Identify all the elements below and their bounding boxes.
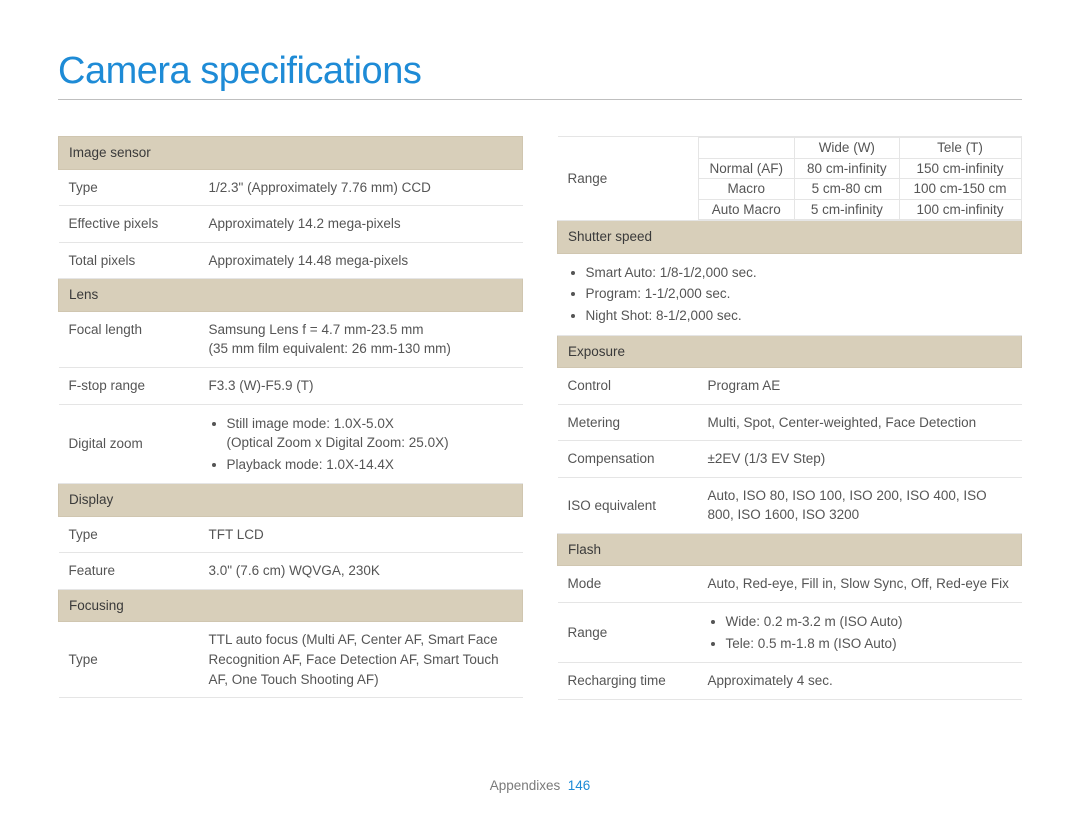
row-label: Range [558,603,698,663]
row-value: TTL auto focus (Multi AF, Center AF, Sma… [199,622,523,698]
row-value: Approximately 14.2 mega-pixels [199,206,523,243]
row-label: Type [59,516,199,553]
row-value: Auto, Red-eye, Fill in, Slow Sync, Off, … [698,566,1022,603]
row-value: ±2EV (1/3 EV Step) [698,441,1022,478]
title-divider [58,99,1022,100]
range-cell [698,138,795,159]
range-cell: 80 cm-infinity [795,158,899,179]
footer-label: Appendixes [490,778,561,793]
left-spec-table: Image sensor Type 1/2.3" (Approximately … [58,136,523,698]
row-label: Effective pixels [59,206,199,243]
right-column: Range Wide (W) Tele (T) Normal (AF) 80 c… [557,136,1022,700]
page-number: 146 [568,778,591,793]
row-value: 3.0" (7.6 cm) WQVGA, 230K [199,553,523,590]
row-value: Approximately 4 sec. [698,663,1022,700]
row-label: Metering [558,404,698,441]
list-item: Night Shot: 8-1/2,000 sec. [586,305,1012,327]
row-value: Auto, ISO 80, ISO 100, ISO 200, ISO 400,… [698,477,1022,533]
right-spec-table: Range Wide (W) Tele (T) Normal (AF) 80 c… [557,136,1022,700]
row-value: Smart Auto: 1/8-1/2,000 sec. Program: 1-… [558,253,1022,335]
range-cell: 150 cm-infinity [899,158,1021,179]
row-label: F-stop range [59,367,199,404]
list-item: Playback mode: 1.0X-14.4X [227,454,513,476]
row-label: Focal length [59,311,199,367]
section-header-flash: Flash [558,533,1022,566]
row-value: 1/2.3" (Approximately 7.76 mm) CCD [199,169,523,206]
range-cell: 100 cm-150 cm [899,179,1021,200]
row-label: Control [558,368,698,405]
spec-columns: Image sensor Type 1/2.3" (Approximately … [58,136,1022,700]
row-value: Still image mode: 1.0X-5.0X (Optical Zoo… [199,404,523,484]
range-header-wide: Wide (W) [795,138,899,159]
left-column: Image sensor Type 1/2.3" (Approximately … [58,136,523,700]
row-value: Multi, Spot, Center-weighted, Face Detec… [698,404,1022,441]
row-value: Wide (W) Tele (T) Normal (AF) 80 cm-infi… [698,137,1022,221]
list-item: Program: 1-1/2,000 sec. [586,283,1012,305]
page-title: Camera specifications [58,50,1022,93]
row-label: Type [59,622,199,698]
section-header-shutter: Shutter speed [558,221,1022,254]
range-mode: Macro [698,179,795,200]
section-header-focusing: Focusing [59,589,523,622]
row-label: Total pixels [59,242,199,279]
list-item: Still image mode: 1.0X-5.0X (Optical Zoo… [227,413,513,454]
section-header-lens: Lens [59,279,523,312]
row-value: F3.3 (W)-F5.9 (T) [199,367,523,404]
row-label: Digital zoom [59,404,199,484]
section-header-display: Display [59,484,523,517]
row-value: Wide: 0.2 m-3.2 m (ISO Auto) Tele: 0.5 m… [698,603,1022,663]
range-cell: 5 cm-80 cm [795,179,899,200]
range-subtable: Wide (W) Tele (T) Normal (AF) 80 cm-infi… [698,137,1022,220]
section-header-exposure: Exposure [558,335,1022,368]
range-mode: Auto Macro [698,199,795,220]
row-label: Type [59,169,199,206]
row-label: ISO equivalent [558,477,698,533]
row-label: Mode [558,566,698,603]
row-label: Feature [59,553,199,590]
list-item: Tele: 0.5 m-1.8 m (ISO Auto) [726,633,1012,655]
row-value: Program AE [698,368,1022,405]
list-item: Smart Auto: 1/8-1/2,000 sec. [586,262,1012,284]
page-footer: Appendixes 146 [0,778,1080,793]
row-label: Range [558,137,698,221]
row-label: Recharging time [558,663,698,700]
range-mode: Normal (AF) [698,158,795,179]
range-cell: 5 cm-infinity [795,199,899,220]
range-header-tele: Tele (T) [899,138,1021,159]
row-value: TFT LCD [199,516,523,553]
row-value: Samsung Lens f = 4.7 mm-23.5 mm (35 mm f… [199,311,523,367]
section-header-image-sensor: Image sensor [59,137,523,170]
row-label: Compensation [558,441,698,478]
list-item: Wide: 0.2 m-3.2 m (ISO Auto) [726,611,1012,633]
range-cell: 100 cm-infinity [899,199,1021,220]
row-value: Approximately 14.48 mega-pixels [199,242,523,279]
